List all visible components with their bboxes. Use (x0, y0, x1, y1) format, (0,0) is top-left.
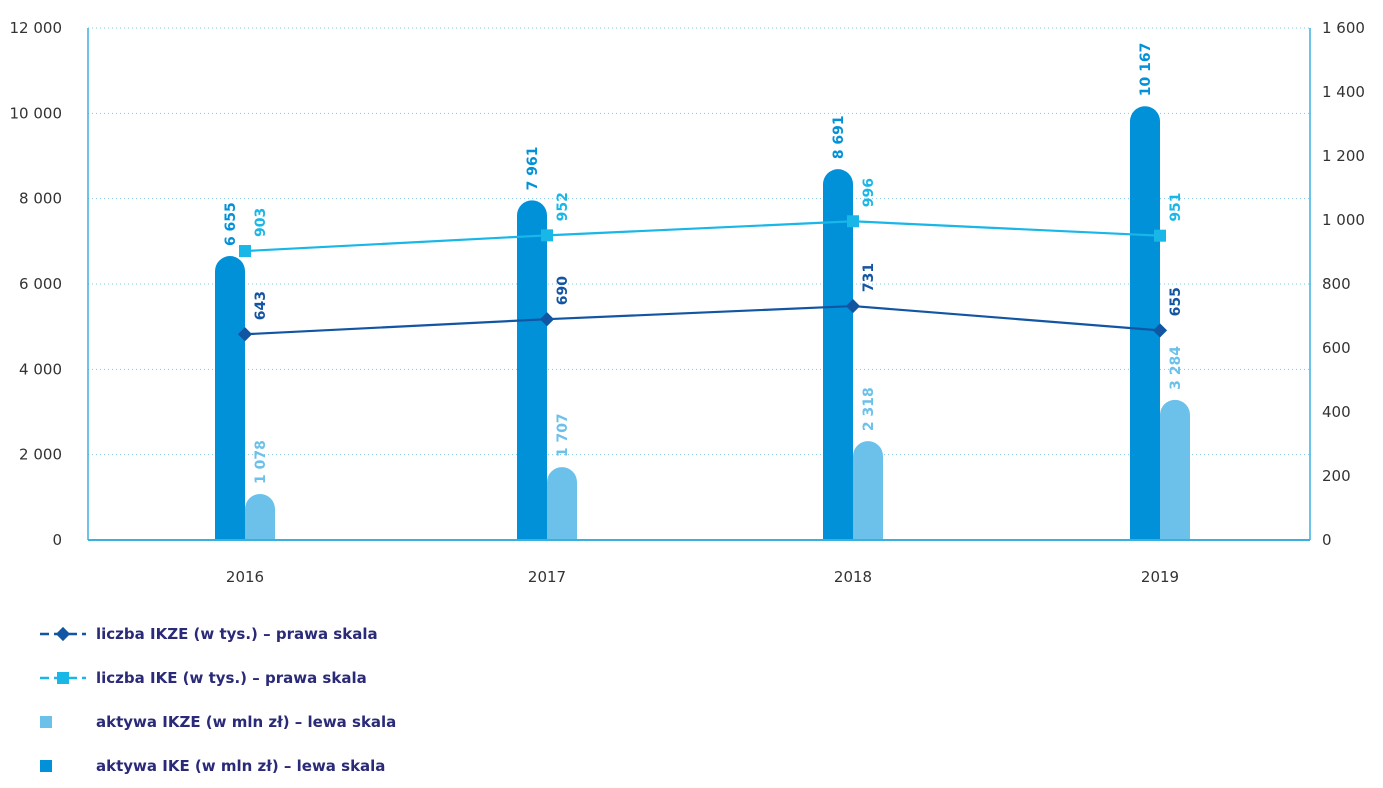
chart: 0 2 000 4 000 6 000 8 000 10 000 12 000 0 200 40… (10, 19, 1365, 586)
bar-base (1160, 525, 1190, 541)
legend-item-ike-count: liczba IKE (w tys.) – prawa skala (38, 656, 396, 700)
line-data-label: 951 (1168, 192, 1184, 221)
bar-data-label: 1 078 (253, 440, 269, 484)
bar (1160, 399, 1190, 541)
legend-item-ikze-count: liczba IKZE (w tys.) – prawa skala (38, 612, 396, 656)
x-tick-label: 2019 (1141, 568, 1179, 586)
left-tick-label: 6 000 (19, 275, 62, 293)
bar-data-label: 7 961 (525, 146, 541, 190)
legend-label: liczba IKE (w tys.) – prawa skala (96, 669, 367, 687)
right-tick-label: 400 (1322, 403, 1351, 421)
left-axis: 0 2 000 4 000 6 000 8 000 10 000 12 000 (10, 19, 89, 549)
line-data-label: 952 (555, 192, 571, 221)
bar-base (823, 525, 853, 541)
bar-base (1130, 525, 1160, 541)
grid-layer (88, 27, 1310, 456)
right-tick-label: 1 000 (1322, 211, 1365, 229)
bar-data-label: 1 707 (555, 413, 571, 457)
left-tick-label: 0 (52, 531, 62, 549)
bar (215, 256, 245, 541)
legend-item-ike-assets: aktywa IKE (w mln zł) – lewa skala (38, 744, 396, 788)
bar (823, 169, 853, 541)
right-tick-label: 600 (1322, 339, 1351, 357)
legend: liczba IKZE (w tys.) – prawa skala liczb… (38, 612, 396, 788)
line-data-label: 731 (861, 263, 877, 292)
point-marker (541, 229, 553, 242)
bar-data-label: 2 318 (861, 387, 877, 431)
legend-item-ikze-assets: aktywa IKZE (w mln zł) – lewa skala (38, 700, 396, 744)
line-diamond-icon (38, 624, 96, 644)
left-tick-label: 10 000 (10, 104, 63, 122)
bar (1130, 106, 1160, 541)
square-icon (38, 756, 96, 776)
bar (853, 441, 883, 541)
bar-base (517, 525, 547, 541)
bar-data-label: 6 655 (223, 202, 239, 246)
x-tick-label: 2017 (528, 568, 566, 586)
point-marker (237, 327, 253, 342)
line-data-label: 643 (253, 291, 269, 320)
x-tick-label: 2018 (834, 568, 872, 586)
bars-layer (215, 106, 1190, 541)
line-data-label: 996 (861, 178, 877, 207)
bar-data-label: 3 284 (1168, 346, 1184, 390)
bar (547, 467, 577, 541)
square-icon (38, 712, 96, 732)
right-tick-label: 0 (1322, 531, 1332, 549)
lines-layer (237, 215, 1168, 342)
left-tick-label: 4 000 (19, 360, 62, 378)
left-tick-label: 8 000 (19, 190, 62, 208)
left-tick-label: 2 000 (19, 446, 62, 464)
right-tick-label: 1 200 (1322, 147, 1365, 165)
point-marker (1154, 229, 1166, 242)
series-line (244, 220, 1161, 253)
legend-label: liczba IKZE (w tys.) – prawa skala (96, 625, 378, 643)
bar-data-label: 10 167 (1138, 43, 1154, 97)
line-data-label: 903 (253, 208, 269, 237)
point-marker (539, 312, 555, 327)
right-tick-label: 200 (1322, 467, 1351, 485)
legend-label: aktywa IKZE (w mln zł) – lewa skala (96, 713, 397, 731)
line-square-icon (38, 668, 96, 688)
bar-base (245, 525, 275, 541)
line-data-label: 690 (555, 276, 571, 305)
point-marker (847, 215, 859, 228)
series-line (244, 304, 1161, 336)
bar-base (853, 525, 883, 541)
right-tick-label: 800 (1322, 275, 1351, 293)
point-marker (845, 299, 861, 314)
legend-label: aktywa IKE (w mln zł) – lewa skala (96, 757, 386, 775)
point-marker (1152, 323, 1168, 338)
point-marker (239, 245, 251, 258)
bar (517, 200, 547, 541)
x-tick-label: 2016 (226, 568, 264, 586)
left-tick-label: 12 000 (10, 19, 63, 37)
bar-base (547, 525, 577, 541)
right-tick-label: 1 400 (1322, 83, 1365, 101)
data-labels-layer: 6 655 7 961 8 691 10 167 1 078 1 707 2 318 3 28… (223, 43, 1184, 484)
right-tick-label: 1 600 (1322, 19, 1365, 37)
right-axis: 0 200 400 600 800 1 000 1 200 1 400 1 600 (1309, 19, 1365, 549)
x-axis: 2016 2017 2018 2019 (88, 539, 1310, 586)
bar-data-label: 8 691 (831, 115, 847, 159)
bar-base (215, 525, 245, 541)
line-data-label: 655 (1168, 287, 1184, 316)
